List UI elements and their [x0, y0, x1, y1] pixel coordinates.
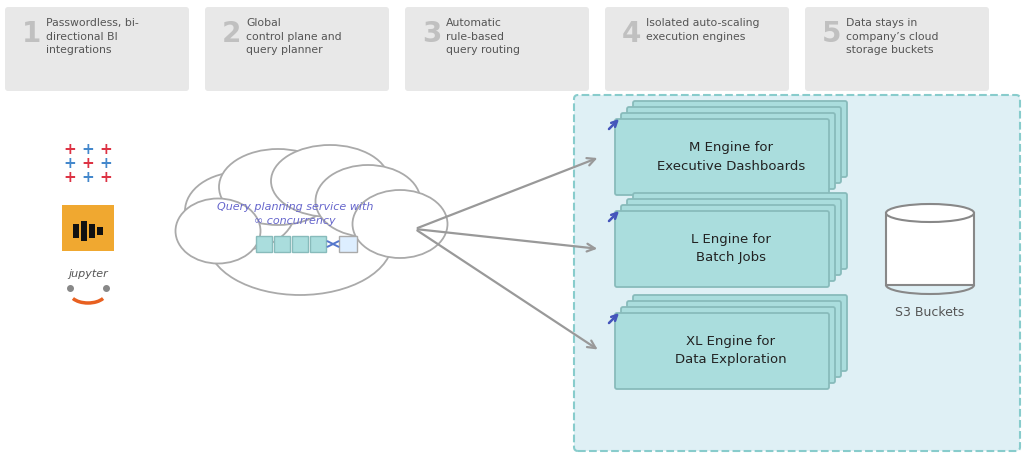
Bar	[256, 236, 272, 252]
Text: +: +	[63, 142, 77, 157]
Text: M Engine for
Executive Dashboards: M Engine for Executive Dashboards	[656, 141, 805, 173]
Text: 3: 3	[422, 20, 441, 48]
FancyBboxPatch shape	[627, 107, 841, 183]
Text: Query planning service with
∞ concurrency: Query planning service with ∞ concurrenc…	[217, 202, 373, 226]
FancyBboxPatch shape	[621, 205, 835, 281]
Text: +: +	[63, 157, 77, 172]
Text: Passwordless, bi-
directional BI
integrations: Passwordless, bi- directional BI integra…	[46, 18, 138, 55]
Text: S3 Buckets: S3 Buckets	[895, 306, 965, 319]
Bar	[81, 221, 87, 241]
Text: XL Engine for
Data Exploration: XL Engine for Data Exploration	[675, 336, 786, 366]
FancyBboxPatch shape	[62, 205, 114, 251]
FancyBboxPatch shape	[633, 193, 847, 269]
Bar	[73, 224, 79, 238]
Text: jupyter: jupyter	[69, 269, 108, 279]
FancyBboxPatch shape	[805, 7, 989, 91]
FancyBboxPatch shape	[621, 113, 835, 189]
FancyBboxPatch shape	[621, 307, 835, 383]
Bar	[273, 236, 290, 252]
FancyBboxPatch shape	[615, 211, 829, 287]
Text: 4: 4	[622, 20, 641, 48]
Text: +: +	[82, 142, 94, 157]
Bar	[89, 224, 95, 238]
Text: 2: 2	[222, 20, 242, 48]
Text: +: +	[99, 157, 113, 172]
Bar	[97, 227, 103, 235]
FancyBboxPatch shape	[5, 7, 189, 91]
Text: +: +	[63, 170, 77, 185]
Bar	[886, 213, 974, 285]
Text: Isolated auto-scaling
execution engines: Isolated auto-scaling execution engines	[646, 18, 760, 42]
Bar	[292, 236, 308, 252]
Text: Automatic
rule-based
query routing: Automatic rule-based query routing	[446, 18, 520, 55]
Text: 1: 1	[22, 20, 41, 48]
Ellipse shape	[175, 198, 260, 263]
FancyBboxPatch shape	[406, 7, 589, 91]
Ellipse shape	[886, 204, 974, 222]
Text: +: +	[82, 170, 94, 185]
Ellipse shape	[185, 172, 295, 250]
FancyBboxPatch shape	[627, 199, 841, 275]
Text: +: +	[99, 170, 113, 185]
Ellipse shape	[352, 190, 447, 258]
FancyBboxPatch shape	[615, 119, 829, 195]
Text: L Engine for
Batch Jobs: L Engine for Batch Jobs	[691, 234, 771, 264]
Ellipse shape	[315, 165, 421, 237]
FancyBboxPatch shape	[574, 95, 1020, 451]
Text: +: +	[99, 142, 113, 157]
FancyBboxPatch shape	[633, 295, 847, 371]
Text: 5: 5	[822, 20, 842, 48]
Bar	[339, 236, 357, 252]
Ellipse shape	[219, 149, 337, 225]
FancyBboxPatch shape	[605, 7, 790, 91]
FancyBboxPatch shape	[627, 301, 841, 377]
FancyBboxPatch shape	[205, 7, 389, 91]
Text: Data stays in
company’s cloud
storage buckets: Data stays in company’s cloud storage bu…	[846, 18, 939, 55]
Ellipse shape	[271, 145, 389, 217]
Ellipse shape	[208, 187, 392, 295]
FancyBboxPatch shape	[633, 101, 847, 177]
Text: Global
control plane and
query planner: Global control plane and query planner	[246, 18, 342, 55]
FancyBboxPatch shape	[615, 313, 829, 389]
Text: +: +	[82, 157, 94, 172]
Bar	[310, 236, 327, 252]
